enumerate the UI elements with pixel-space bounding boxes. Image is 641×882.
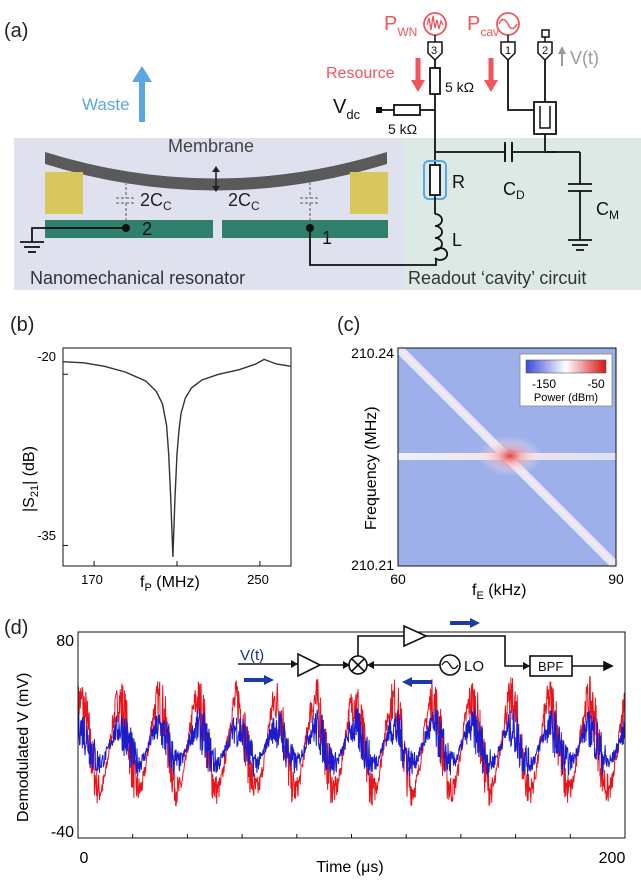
vt-label: V(t) bbox=[570, 48, 599, 68]
s21-series-line bbox=[62, 358, 292, 557]
ground-symbol-right bbox=[568, 239, 592, 251]
resistor-5k-top-label: 5 kΩ bbox=[445, 79, 474, 95]
port-1-icon bbox=[500, 41, 516, 62]
nano-resonator-label: Nanomechanical resonator bbox=[30, 268, 245, 288]
resistor-5k-top bbox=[429, 67, 441, 95]
capacitor-cd-label: CD bbox=[503, 179, 525, 202]
resistor-5k-left bbox=[393, 104, 421, 116]
colorbar-tick-right: -50 bbox=[587, 377, 605, 391]
colorbar-tick-left: -150 bbox=[532, 377, 556, 391]
pcav-label: Pcav bbox=[467, 13, 499, 39]
inset-lo-label: LO bbox=[464, 658, 484, 675]
ground-symbol-left bbox=[20, 241, 44, 253]
directional-coupler bbox=[533, 101, 557, 135]
heatmap-xtick-right: 90 bbox=[608, 571, 624, 587]
port-3-icon bbox=[427, 41, 443, 62]
demod-xtick-right: 200 bbox=[599, 850, 626, 867]
demod-xlabel: Time (μs) bbox=[316, 859, 383, 876]
node-2-label: 2 bbox=[142, 219, 152, 239]
demod-block-diagram: V(t) LO BPF bbox=[238, 624, 614, 678]
ground-wire bbox=[31, 227, 126, 242]
inductor-l-label: L bbox=[452, 230, 462, 250]
port-2-icon bbox=[537, 41, 553, 62]
readout-cavity-label: Readout ‘cavity’ circuit bbox=[408, 268, 586, 288]
heatmap-frame bbox=[397, 347, 617, 567]
colorbar-label: Power (dBm) bbox=[534, 392, 598, 404]
demod-ylabel: Demodulated V (mV) bbox=[15, 673, 32, 822]
resistor-5k-left-label: 5 kΩ bbox=[388, 121, 417, 137]
panel-letter-d: (d) bbox=[4, 617, 29, 639]
demod-series-blue bbox=[78, 708, 625, 777]
pwn-label: PWN bbox=[384, 13, 417, 39]
heatmap-xlabel: fE (kHz) bbox=[472, 582, 526, 600]
resistor-r bbox=[429, 164, 441, 196]
demod-chart: 80 -40 0 200 Time (μs) Demodulated V (mV… bbox=[15, 618, 626, 876]
inductor-l bbox=[432, 213, 449, 261]
s21-xlabel: fP (MHz) bbox=[140, 574, 200, 594]
s21-xtick-left: 170 bbox=[81, 572, 103, 587]
cc-right-label: 2CC bbox=[228, 190, 260, 213]
resistor-r-label: R bbox=[452, 172, 465, 192]
inset-bpf-label: BPF bbox=[538, 659, 563, 674]
inset-amp-2-icon bbox=[403, 624, 428, 648]
node-1-label: 1 bbox=[322, 228, 332, 248]
s21-ytick-bottom: -35 bbox=[37, 528, 56, 543]
membrane bbox=[45, 152, 387, 191]
demod-ytick-top: 80 bbox=[56, 633, 74, 650]
heatmap-ylabel: Frequency (MHz) bbox=[363, 406, 380, 530]
cc-left-label: 2CC bbox=[140, 190, 172, 213]
left-pad bbox=[45, 172, 83, 214]
capacitor-cm-label: CM bbox=[596, 199, 619, 222]
vdc-label: Vdc bbox=[333, 96, 361, 122]
heatmap-xtick-left: 60 bbox=[390, 571, 406, 587]
port-3-label: 3 bbox=[431, 45, 437, 57]
panel-letter-c: (c) bbox=[337, 314, 361, 336]
s21-chart: -20 -35 170 250 fP (MHz) |S21| (dB) bbox=[21, 347, 292, 594]
inset-amp-1-icon bbox=[297, 652, 322, 678]
demod-ytick-bottom: -40 bbox=[51, 824, 74, 841]
waste-arrow-head bbox=[132, 66, 152, 82]
vdc-terminal-icon bbox=[376, 107, 382, 113]
port-1-label: 1 bbox=[505, 45, 511, 57]
membrane-label: Membrane bbox=[168, 136, 254, 156]
waste-label: Waste bbox=[82, 95, 130, 114]
resource-label: Resource bbox=[326, 65, 395, 82]
heatmap-peak bbox=[478, 436, 542, 476]
panel-letter-b: (b) bbox=[10, 314, 35, 336]
port-2-terminal-icon bbox=[541, 29, 550, 38]
inset-vt-label: V(t) bbox=[240, 647, 264, 664]
heatmap-ytick-bottom: 210.21 bbox=[351, 557, 394, 573]
cavity-background bbox=[404, 138, 641, 290]
colorbar bbox=[525, 359, 607, 374]
port-2-label: 2 bbox=[542, 45, 548, 57]
s21-ytick-top: -20 bbox=[37, 349, 56, 364]
electrode-1 bbox=[222, 220, 388, 238]
schematic-diagram: Waste Membrane 2CC 2CC 2 1 Nanomechanica… bbox=[14, 12, 641, 290]
right-pad bbox=[350, 172, 388, 214]
s21-ylabel: |S21| (dB) bbox=[21, 446, 41, 512]
demod-xtick-left: 0 bbox=[80, 850, 89, 867]
s21-xtick-right: 250 bbox=[247, 572, 269, 587]
heatmap-ytick-top: 210.24 bbox=[351, 345, 394, 361]
panel-letter-a: (a) bbox=[4, 20, 29, 42]
heatmap-chart: -150 -50 Power (dBm) 210.24 210.21 60 90… bbox=[351, 344, 624, 600]
node-1-wire bbox=[309, 228, 437, 266]
